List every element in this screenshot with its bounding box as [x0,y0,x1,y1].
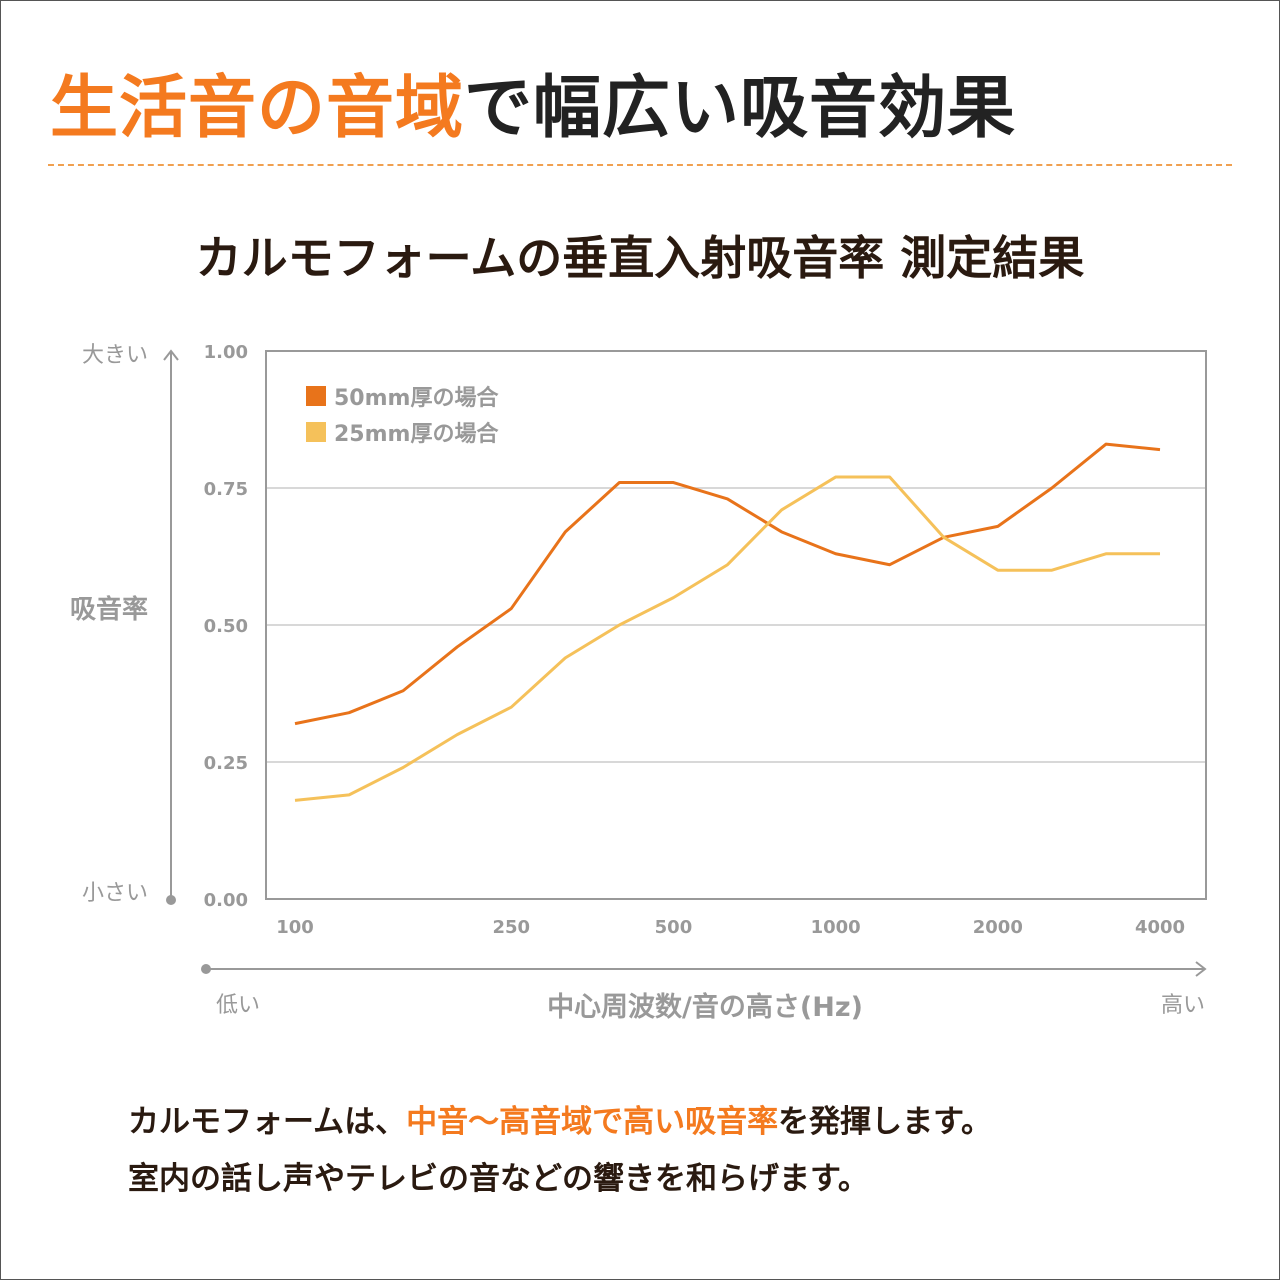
x-high-label: 高い [1161,993,1205,1018]
legend-label: 50mm厚の場合 [334,385,499,411]
y-tick-label: 0.00 [204,890,248,911]
y-axis-label: 吸音率 [70,594,148,625]
y-high-label: 大きい [82,343,148,368]
footer-highlight: 中音〜高音域で高い吸音率 [406,1104,779,1140]
x-tick-label: 4000 [1135,917,1185,938]
x-arrow-head [1195,961,1207,977]
legend-swatch [306,422,326,442]
x-low-label: 低い [216,993,260,1018]
y-low-label: 小さい [82,881,148,906]
chart-title: カルモフォームの垂直入射吸音率 測定結果 [195,231,1085,285]
headline-rest: で幅広い吸音効果 [464,69,1017,148]
legend-swatch [306,386,326,406]
y-tick-label: 0.50 [204,616,248,637]
x-axis-label: 中心周波数/音の高さ(Hz) [547,991,863,1023]
y-arrow-head [163,349,179,361]
legend-label: 25mm厚の場合 [334,421,499,447]
series-line-50mm [294,442,1161,726]
footer-line-2: 室内の話し声やテレビの音などの響きを和らげます。 [128,1161,869,1197]
footer-text: カルモフォームは、 [128,1104,407,1140]
x-tick-label: 500 [655,917,693,938]
footer-line-1: カルモフォームは、中音〜高音域で高い吸音率を発揮します。 [128,1096,992,1141]
x-tick-label: 2000 [973,917,1023,938]
x-tick-label: 1000 [811,917,861,938]
divider [48,164,1232,166]
x-tick-label: 250 [492,917,530,938]
y-tick-label: 0.75 [204,479,248,500]
series-line-25mm [294,475,1160,802]
headline-highlight: 生活音の音域 [50,69,465,148]
y-tick-label: 0.25 [204,753,248,774]
y-axis-origin-dot [166,895,176,905]
headline: 生活音の音域で幅広い吸音効果 [50,52,1016,151]
footer-text: を発揮します。 [778,1104,992,1140]
x-tick-label: 100 [276,917,314,938]
y-tick-label: 1.00 [204,342,248,363]
x-axis-origin-dot [201,964,211,974]
plot-border [265,350,1207,900]
